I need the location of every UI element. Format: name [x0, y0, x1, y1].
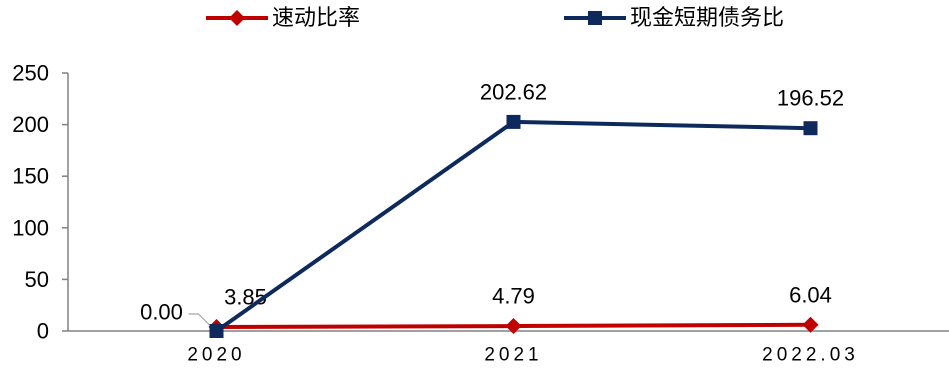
y-axis: 0 50 100 150 200 250 — [12, 61, 69, 344]
legend-swatch-marker — [588, 11, 602, 25]
data-point-marker — [505, 318, 522, 335]
data-point-marker — [802, 316, 819, 333]
data-label: 202.62 — [480, 79, 547, 104]
data-label-leader-line — [188, 313, 210, 326]
legend-label-quick-ratio: 速动比率 — [272, 5, 361, 30]
data-point-marker — [209, 324, 224, 338]
series-quick-ratio: 3.85 4.79 6.04 — [208, 282, 832, 336]
data-label: 0.00 — [140, 300, 183, 325]
y-tick-label: 250 — [12, 61, 49, 86]
data-label: 6.04 — [789, 282, 832, 307]
x-axis: 2020 2021 2022.03 — [68, 330, 949, 366]
legend-swatch-quick-ratio — [206, 10, 268, 26]
data-label: 196.52 — [777, 86, 844, 111]
y-tick-label: 0 — [37, 319, 49, 344]
legend-swatch-marker — [229, 10, 245, 26]
chart-legend: 速动比率 现金短期债务比 — [0, 3, 949, 33]
legend-item-quick-ratio: 速动比率 — [206, 3, 360, 33]
y-tick-label: 150 — [12, 164, 49, 189]
y-tick-label: 200 — [12, 112, 49, 137]
x-tick-label: 2022.03 — [762, 345, 859, 366]
y-tick-label: 50 — [25, 267, 49, 292]
data-label: 4.79 — [492, 284, 535, 309]
data-point-marker — [803, 121, 818, 136]
data-label: 3.85 — [224, 285, 267, 310]
legend-label-cash-to-short-debt-ratio: 现金短期债务比 — [630, 5, 785, 30]
x-tick-label: 2021 — [484, 345, 542, 366]
y-tick-label: 100 — [12, 215, 49, 240]
series-cash-to-short-debt-ratio: 0.00 202.62 196.52 — [140, 79, 844, 338]
x-tick-label: 2020 — [187, 345, 245, 366]
legend-item-cash-to-short-debt-ratio: 现金短期债务比 — [564, 3, 784, 33]
data-point-marker — [506, 114, 521, 129]
legend-swatch-cash-to-short-debt-ratio — [564, 11, 626, 25]
